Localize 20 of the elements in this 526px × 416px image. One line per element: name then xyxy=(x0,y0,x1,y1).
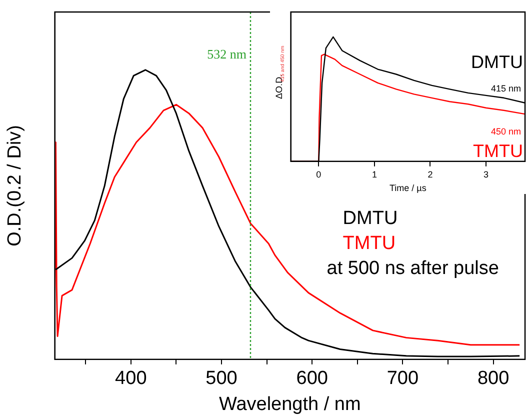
x-tick-label: 600 xyxy=(296,368,328,390)
y-axis-title: O.D.(0.2 / Div) xyxy=(4,124,26,246)
annotation: TMTU xyxy=(473,141,523,162)
series-label: 450 nm xyxy=(490,126,521,137)
annotation: DMTU xyxy=(471,52,523,72)
x-tick-label: 500 xyxy=(206,368,238,390)
x-axis-title: Wavelength / nm xyxy=(218,394,361,415)
ref-line-label: 532 nm xyxy=(207,46,246,62)
x-tick-label: 800 xyxy=(477,368,510,390)
x-tick-label: 3 xyxy=(483,169,488,180)
text: DMTU xyxy=(342,208,398,229)
x-tick-label: 1 xyxy=(372,169,377,180)
series-label: 415 nm xyxy=(490,83,521,94)
x-tick-label: 700 xyxy=(386,368,419,390)
x-tick-label: 400 xyxy=(115,368,147,390)
text: TMTU xyxy=(342,232,396,254)
x-axis-title: Time / µs xyxy=(389,183,427,194)
x-tick-label: 0 xyxy=(316,169,322,180)
x-tick-label: 2 xyxy=(428,169,433,180)
annotation: at 500 ns after pulse xyxy=(326,258,499,279)
